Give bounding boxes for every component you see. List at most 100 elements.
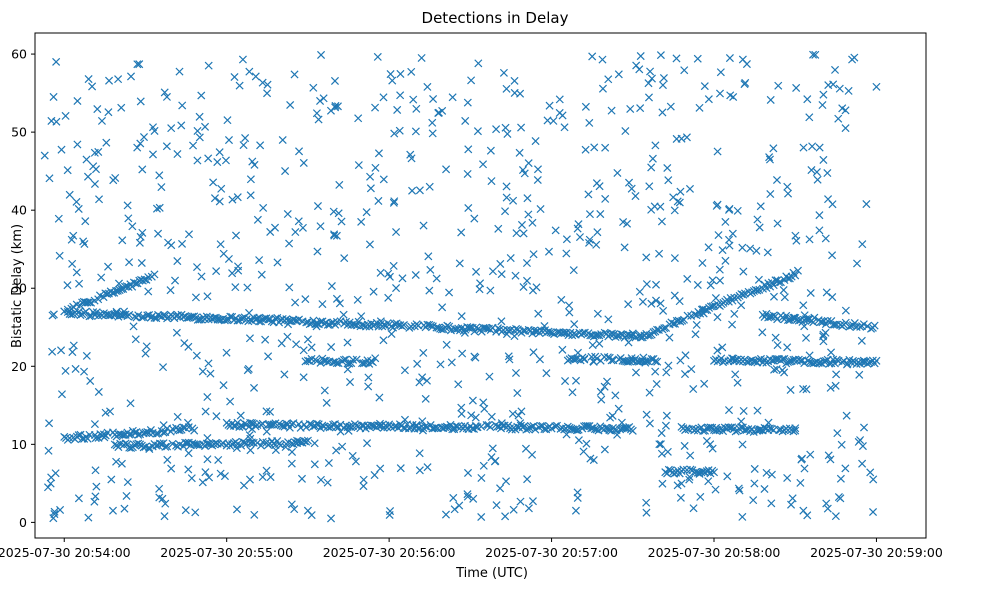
detection-point xyxy=(144,287,153,296)
detection-point xyxy=(45,419,54,428)
detection-point xyxy=(662,411,671,420)
detection-point xyxy=(268,437,277,446)
detection-point xyxy=(114,75,123,84)
detection-point xyxy=(357,217,366,226)
detection-point xyxy=(533,175,542,185)
detection-point xyxy=(139,133,149,142)
detection-point xyxy=(604,75,613,84)
detection-point xyxy=(574,436,583,445)
detection-point xyxy=(258,78,267,87)
detection-point xyxy=(423,463,432,472)
detection-point xyxy=(569,355,578,364)
detection-point xyxy=(574,220,583,229)
detection-point xyxy=(831,65,840,74)
detection-point xyxy=(713,147,722,156)
detection-point xyxy=(51,469,60,478)
detection-point xyxy=(474,59,483,68)
detection-point xyxy=(635,65,644,74)
detection-point xyxy=(333,102,342,111)
detection-point xyxy=(198,367,207,376)
detection-point xyxy=(516,419,525,428)
detection-point xyxy=(138,165,147,174)
detection-point xyxy=(831,512,840,521)
detection-point xyxy=(838,104,847,113)
detection-point xyxy=(517,123,526,132)
detection-point xyxy=(753,406,762,415)
detection-point xyxy=(178,101,187,110)
detection-point xyxy=(261,335,270,344)
detection-point xyxy=(765,155,774,164)
detection-point xyxy=(826,455,835,464)
detection-point xyxy=(136,139,145,148)
detection-point xyxy=(655,249,664,258)
detection-point xyxy=(147,312,156,321)
detection-point xyxy=(686,451,695,460)
detection-point xyxy=(487,453,496,462)
detection-point xyxy=(73,140,82,149)
x-tick-label: 2025-07-30 20:59:00 xyxy=(810,545,943,560)
detection-point xyxy=(327,514,336,523)
detection-point xyxy=(685,475,694,484)
detection-point xyxy=(656,51,665,60)
x-axis: 2025-07-30 20:54:00 2025-07-30 20:55:00 20… xyxy=(0,538,943,560)
detection-point xyxy=(585,238,594,247)
detection-point xyxy=(547,424,556,433)
detection-point xyxy=(645,182,654,191)
detection-point xyxy=(844,86,853,95)
detection-point xyxy=(598,55,607,64)
detection-point xyxy=(293,439,302,448)
detection-point xyxy=(205,473,214,482)
detection-point xyxy=(494,224,503,233)
detection-point xyxy=(219,381,228,390)
detection-point xyxy=(167,464,176,473)
detection-point xyxy=(645,419,654,428)
detection-point xyxy=(388,76,397,85)
detection-point xyxy=(800,311,809,320)
detection-point xyxy=(393,105,402,114)
detection-point xyxy=(749,496,758,505)
detection-point xyxy=(461,116,470,125)
detection-point xyxy=(488,444,497,453)
detection-point xyxy=(863,322,872,331)
detection-point xyxy=(802,333,811,342)
detection-point xyxy=(644,93,653,102)
detection-point xyxy=(181,438,190,447)
detection-point xyxy=(232,505,241,514)
detection-point xyxy=(453,422,462,431)
detection-point xyxy=(215,197,224,206)
detection-point xyxy=(45,174,54,183)
detection-point xyxy=(604,424,613,433)
detection-point xyxy=(510,76,519,85)
detection-point xyxy=(866,468,875,477)
detection-point xyxy=(728,320,737,329)
detection-point xyxy=(114,279,123,288)
detection-point xyxy=(191,293,200,302)
detection-point xyxy=(767,499,776,508)
detection-point xyxy=(131,279,140,288)
detection-point xyxy=(120,307,129,316)
detection-point xyxy=(389,198,398,207)
detection-point xyxy=(297,474,307,483)
detection-point xyxy=(400,415,409,424)
detection-point xyxy=(222,348,231,357)
detection-point xyxy=(613,430,622,439)
detection-point xyxy=(523,194,532,203)
detection-point xyxy=(69,341,78,350)
detection-point xyxy=(791,271,800,280)
detection-point xyxy=(178,239,187,248)
detection-point xyxy=(316,358,325,367)
detection-point xyxy=(821,234,830,243)
detection-point xyxy=(83,298,92,307)
detection-point xyxy=(542,369,551,378)
detection-point xyxy=(152,204,161,213)
detection-point xyxy=(853,259,862,268)
plot-frame xyxy=(34,32,927,539)
detection-point xyxy=(819,155,828,164)
detection-point xyxy=(455,501,464,510)
detection-point xyxy=(502,84,511,93)
detection-point xyxy=(516,89,525,98)
detection-point xyxy=(167,241,176,250)
detection-point xyxy=(148,123,158,132)
detection-point xyxy=(228,269,237,278)
detection-point xyxy=(166,286,175,295)
